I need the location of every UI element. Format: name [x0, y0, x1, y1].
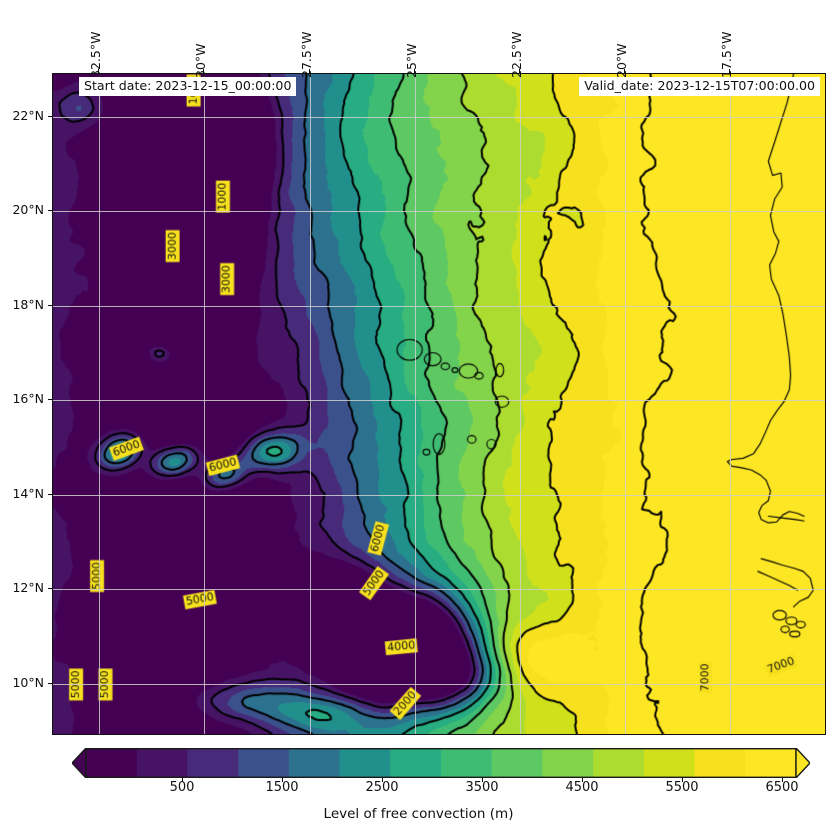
colorbar-band [86, 748, 138, 778]
start-date-annotation: Start date: 2023-12-15_00:00:00 [79, 77, 297, 96]
gridline-vertical [519, 74, 521, 734]
colorbar-band [441, 748, 493, 778]
colorbar-tickmark [182, 778, 183, 782]
colorbar-extend-max [795, 748, 810, 778]
y-tickmark [48, 588, 52, 590]
x-tickmark [98, 69, 100, 73]
colorbar-tick-label: 5500 [665, 780, 699, 795]
x-tick-label: 22.5°W [508, 31, 524, 78]
map-plot-area[interactable] [52, 73, 826, 735]
x-tick-label: 27.5°W [298, 31, 314, 78]
colorbar-tickmark [382, 778, 383, 782]
colorbar-tickmark [782, 778, 783, 782]
colorbar-tick-label: 4500 [565, 780, 599, 795]
gridline-vertical [99, 74, 101, 734]
colorbar-band [593, 748, 645, 778]
colorbar-tickmark [582, 778, 583, 782]
colorbar[interactable] [72, 748, 810, 778]
gridline-vertical [309, 74, 311, 734]
colorbar-tick-label: 1500 [265, 780, 299, 795]
colorbar-band [187, 748, 239, 778]
x-tick-label: 20°W [614, 43, 630, 78]
x-tickmark [624, 69, 626, 73]
y-tickmark [48, 682, 52, 684]
y-tickmark [48, 304, 52, 306]
colorbar-band [542, 748, 594, 778]
x-tickmark [518, 69, 520, 73]
gridline-horizontal [53, 305, 825, 307]
y-tickmark [48, 210, 52, 212]
colorbar-gradient [72, 748, 810, 778]
gridline-vertical [414, 74, 416, 734]
y-tick-label: 22°N [12, 107, 44, 123]
y-tickmark [48, 115, 52, 117]
y-tick-label: 12°N [12, 580, 44, 596]
x-tick-label: 32.5°W [88, 31, 104, 78]
gridline-vertical [625, 74, 627, 734]
y-tick-label: 10°N [12, 674, 44, 690]
colorbar-band [643, 748, 696, 778]
gridline-horizontal [53, 589, 825, 591]
gridline-vertical [730, 74, 732, 734]
gridline-horizontal [53, 211, 825, 213]
x-tick-label: 25°W [403, 43, 419, 78]
colorbar-tickmark [282, 778, 283, 782]
gridline-horizontal [53, 400, 825, 402]
colorbar-band [390, 748, 442, 778]
y-tick-label: 14°N [12, 485, 44, 501]
colorbar-tickmark [482, 778, 483, 782]
y-tickmark [48, 399, 52, 401]
colorbar-extend-min [72, 748, 87, 778]
x-tickmark [413, 69, 415, 73]
gridline-horizontal [53, 116, 825, 118]
y-tickmark [48, 493, 52, 495]
colorbar-band [339, 748, 391, 778]
colorbar-tick-label: 6500 [765, 780, 799, 795]
colorbar-band [238, 748, 290, 778]
valid-date-annotation: Valid_date: 2023-12-15T07:00:00.00 [579, 77, 820, 96]
y-tick-label: 20°N [12, 202, 44, 218]
gridline-horizontal [53, 494, 825, 496]
x-tickmark [308, 69, 310, 73]
contour-map-canvas [53, 74, 825, 734]
colorbar-axis-label: Level of free convection (m) [323, 806, 514, 822]
gridline-horizontal [53, 683, 825, 685]
colorbar-tick-label: 2500 [365, 780, 399, 795]
gridline-vertical [204, 74, 206, 734]
y-tick-label: 16°N [12, 391, 44, 407]
colorbar-band [288, 748, 341, 778]
colorbar-tick-label: 500 [169, 780, 195, 795]
x-tick-label: 17.5°W [719, 31, 735, 78]
colorbar-band [491, 748, 543, 778]
x-tick-label: 30°W [193, 43, 209, 78]
x-tickmark [729, 69, 731, 73]
x-tickmark [203, 69, 205, 73]
colorbar-tick-label: 3500 [465, 780, 499, 795]
colorbar-band [694, 748, 746, 778]
colorbar-tickmark [682, 778, 683, 782]
y-tick-label: 18°N [12, 296, 44, 312]
colorbar-band [136, 748, 188, 778]
colorbar-band [745, 748, 797, 778]
